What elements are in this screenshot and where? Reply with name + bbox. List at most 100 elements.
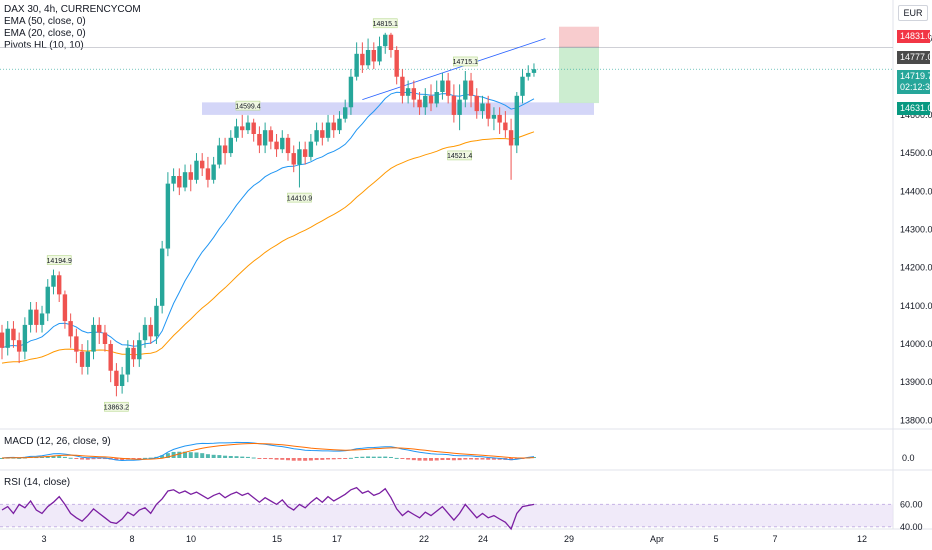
- candle-body: [51, 275, 56, 287]
- candle-body: [354, 53, 359, 77]
- macd-histogram-bar: [366, 456, 371, 458]
- candle-body: [74, 336, 79, 352]
- macd-histogram-bar: [314, 458, 319, 461]
- macd-histogram-bar: [429, 458, 433, 461]
- time-axis-label: 12: [857, 534, 867, 544]
- rsi-axis-label: 40.00: [900, 522, 923, 532]
- candle-body: [371, 50, 376, 62]
- candle-body: [337, 118, 342, 131]
- candle-body: [348, 76, 354, 108]
- macd-histogram-bar: [177, 451, 182, 458]
- candle-body: [468, 80, 474, 96]
- ema20-legend[interactable]: EMA (20, close, 0): [4, 28, 86, 39]
- candle-body: [377, 46, 382, 62]
- candle-body: [428, 95, 434, 104]
- candle-body: [148, 324, 153, 337]
- macd-label[interactable]: MACD (12, 26, close, 9): [4, 436, 111, 447]
- candle-body: [417, 99, 422, 108]
- time-axis-label: 22: [419, 534, 429, 544]
- candle-body: [102, 332, 108, 344]
- macd-histogram-bar: [354, 456, 359, 458]
- ema50-legend[interactable]: EMA (50, close, 0): [4, 16, 86, 27]
- macd-histogram-bar: [469, 458, 474, 460]
- time-axis-label: 24: [478, 534, 488, 544]
- macd-histogram-bar: [257, 458, 262, 459]
- macd-histogram-bar: [326, 458, 331, 460]
- candle-body: [280, 137, 285, 150]
- candle-body: [423, 95, 428, 108]
- macd-histogram-bar: [40, 456, 45, 458]
- candle-body: [91, 324, 96, 352]
- pivots-legend[interactable]: Pivots HL (10, 10): [4, 40, 84, 51]
- candle-body: [228, 137, 233, 154]
- macd-histogram-bar: [183, 451, 188, 458]
- candle-body: [508, 130, 514, 146]
- time-axis-label: 7: [772, 534, 777, 544]
- candle-body: [119, 374, 125, 386]
- pivot-label-box: [46, 255, 72, 265]
- candle-body: [245, 122, 251, 131]
- symbol-title[interactable]: DAX 30, 4h, CURRENCYCOM: [4, 4, 141, 15]
- macd-histogram-bar: [137, 458, 142, 459]
- macd-histogram-bar: [411, 458, 416, 461]
- candle-body: [285, 137, 291, 154]
- candle-body: [325, 122, 331, 138]
- pivot-label-box: [372, 18, 398, 29]
- candle-body: [142, 324, 148, 341]
- candle-body: [200, 160, 205, 169]
- macd-histogram-bar: [91, 458, 96, 460]
- pivot-label: 14599.4: [235, 103, 260, 110]
- candle-body: [388, 34, 394, 50]
- macd-histogram-bar: [263, 458, 268, 459]
- price-axis-label: 13800.0: [900, 415, 932, 425]
- candle-body: [177, 176, 182, 188]
- macd-axis-label: 0.0: [902, 453, 915, 463]
- macd-histogram-bar: [348, 457, 353, 459]
- candle-body: [108, 344, 113, 371]
- time-axis-label: Apr: [650, 534, 664, 544]
- macd-histogram-bar: [114, 458, 119, 461]
- macd-histogram-bar: [286, 458, 290, 461]
- position-profit-zone: [559, 47, 599, 104]
- candle-body: [85, 351, 90, 367]
- price-axis-label: 13900.0: [900, 377, 932, 387]
- candle-body: [457, 99, 462, 115]
- pivot-label-box: [447, 150, 472, 161]
- candle-body: [16, 340, 22, 352]
- currency-badge[interactable]: EUR: [898, 5, 928, 21]
- candle-body: [205, 168, 211, 180]
- price-axis-label: 14000.0: [900, 339, 932, 349]
- macd-histogram-bar: [486, 458, 491, 460]
- macd-histogram-bar: [451, 458, 456, 461]
- pivot-label-box: [235, 100, 261, 111]
- candle-body: [400, 76, 405, 96]
- candle-body: [514, 95, 519, 146]
- macd-histogram-bar: [303, 458, 308, 461]
- macd-histogram-bar: [388, 456, 393, 458]
- candle-body: [22, 324, 28, 352]
- macd-histogram-bar: [423, 458, 428, 461]
- candle-body: [474, 95, 479, 112]
- trendline: [362, 38, 546, 101]
- candle-body: [520, 76, 525, 96]
- macd-histogram-bar: [234, 456, 239, 458]
- pivot-label: 14715.1: [453, 59, 478, 66]
- macd-histogram-bar: [417, 458, 422, 461]
- candle-body: [5, 328, 10, 348]
- candle-body: [405, 88, 411, 96]
- candle-body: [343, 107, 348, 119]
- candle-body: [125, 347, 131, 375]
- macd-histogram-bar: [297, 458, 302, 461]
- candle-body: [531, 69, 537, 73]
- macd-histogram-bar: [160, 455, 165, 458]
- rsi-label[interactable]: RSI (14, close): [4, 477, 71, 488]
- entry-price-tag: 14777.0: [897, 51, 932, 64]
- pivot-label: 14194.9: [47, 258, 72, 265]
- candle-body: [194, 160, 199, 180]
- macd-histogram-bar: [143, 457, 147, 459]
- macd-histogram-bar: [474, 458, 479, 460]
- candle-body: [211, 164, 216, 180]
- candle-body: [394, 50, 399, 77]
- macd-histogram-bar: [268, 458, 273, 460]
